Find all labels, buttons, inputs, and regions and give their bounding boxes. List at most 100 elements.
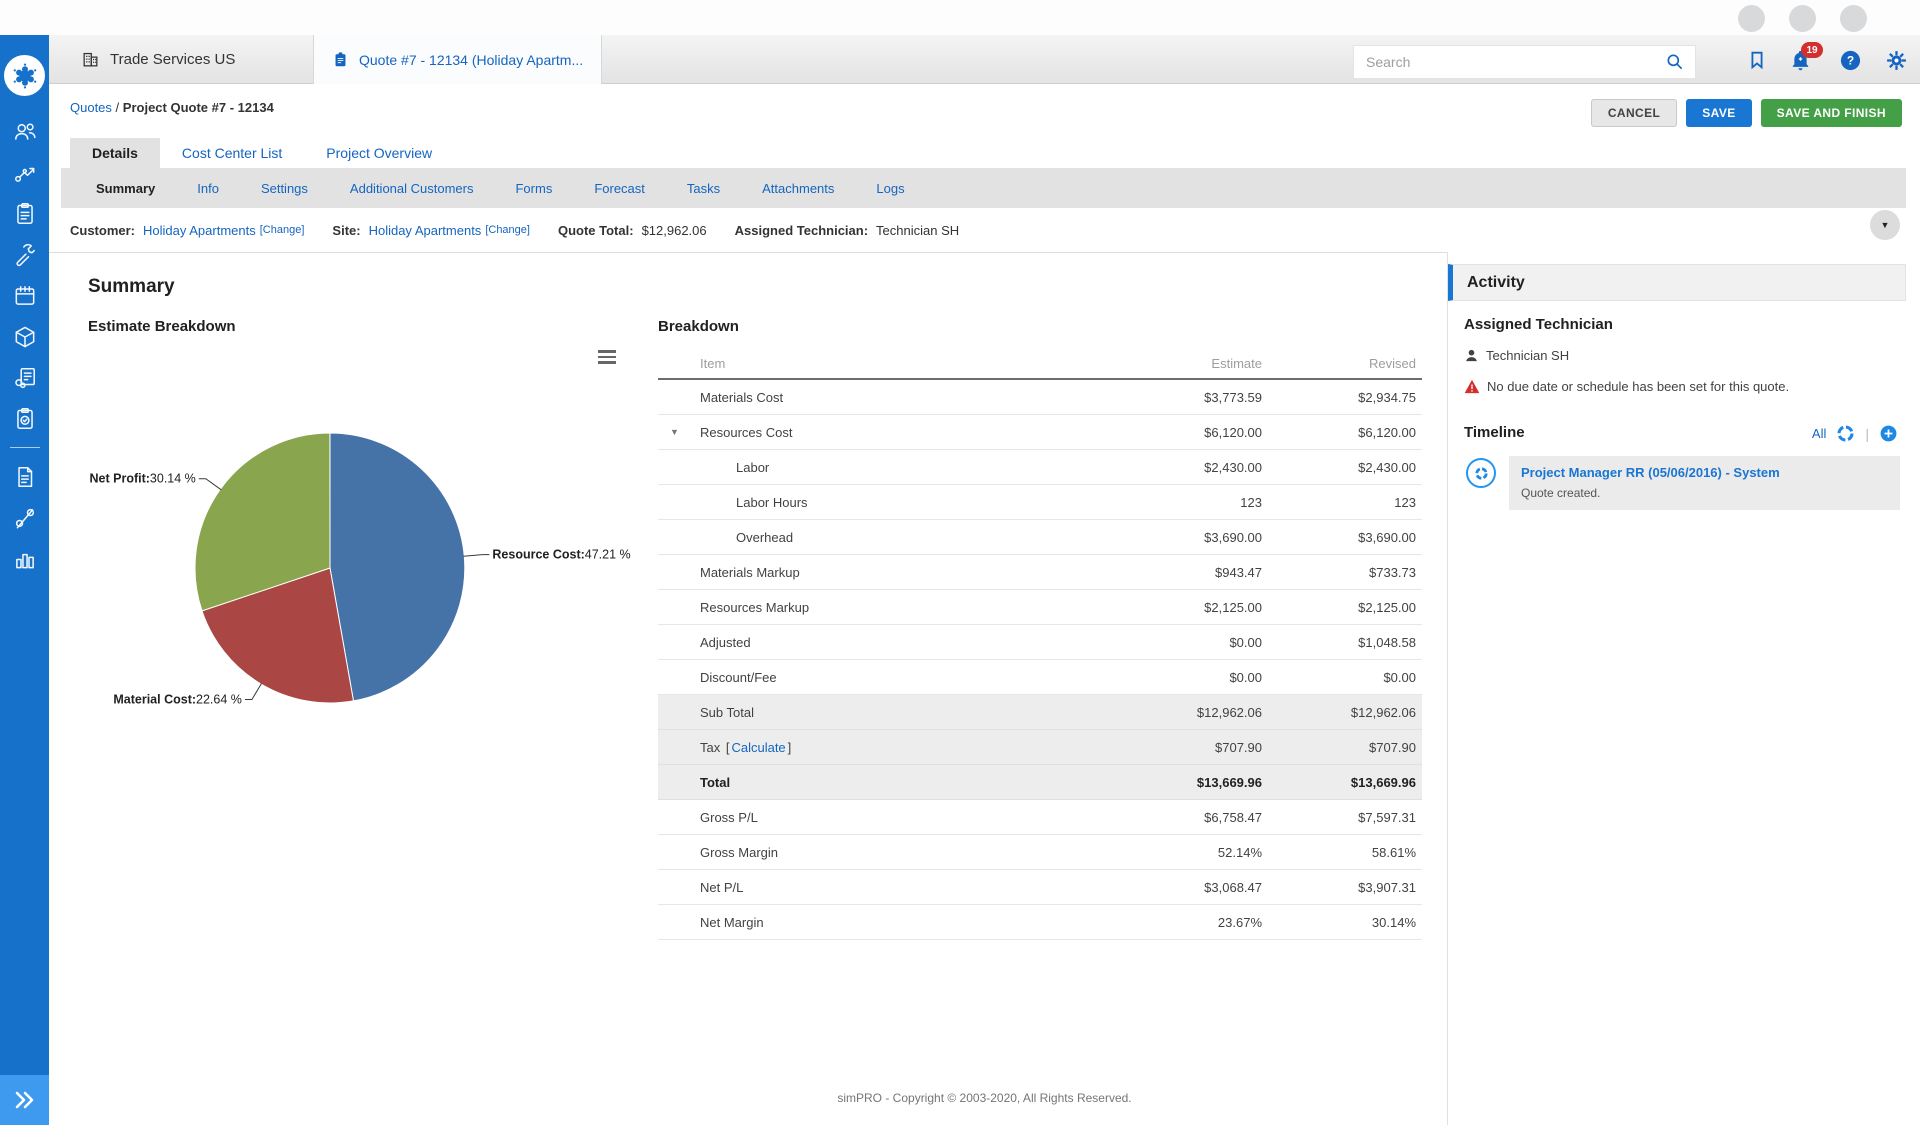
timeline-entry-title-link[interactable]: Project Manager RR (05/06/2016) - System (1521, 465, 1780, 480)
row-item-label: Labor (736, 459, 770, 475)
breakdown-section: Breakdown Item Estimate Revised Material… (658, 318, 1422, 940)
sidebar-item-reports[interactable] (0, 538, 49, 579)
window-strip (0, 0, 1920, 35)
chart-menu-icon[interactable] (598, 350, 616, 364)
sidebar-item-utilities[interactable] (0, 497, 49, 538)
timeline-entry: Project Manager RR (05/06/2016) - System… (1509, 456, 1900, 510)
row-expander-icon[interactable]: ▼ (670, 427, 679, 437)
simpro-logo-mark-icon (13, 63, 36, 88)
building-icon (83, 52, 98, 67)
table-row: Resources Markup $2,125.00 $2,125.00 (658, 590, 1422, 625)
table-row: Net P/L $3,068.47 $3,907.31 (658, 870, 1422, 905)
assigned-technician-value: Technician SH (876, 222, 960, 238)
pie-label-connector (198, 478, 222, 491)
customer-change-link[interactable]: [Change] (259, 224, 305, 236)
simpro-logo-icon[interactable] (4, 55, 45, 96)
subtab-tasks[interactable]: Tasks (686, 180, 721, 196)
collapse-panel-button[interactable]: ▼ (1870, 210, 1900, 240)
row-revised-value: $2,430.00 (1358, 459, 1416, 475)
customer-link[interactable]: Holiday Apartments (143, 222, 256, 238)
page-content: Quotes / Project Quote #7 - 12134 CANCEL… (49, 84, 1920, 1125)
action-buttons: CANCEL SAVE SAVE AND FINISH (1590, 99, 1902, 127)
table-row: ▼ Resources Cost $6,120.00 $6,120.00 (658, 415, 1422, 450)
search-icon[interactable] (1665, 52, 1685, 72)
site-link[interactable]: Holiday Apartments (368, 222, 482, 238)
sub-tabs: Summary Info Settings Additional Customers F… (61, 168, 1906, 208)
quote-total-label: Quote Total: (557, 222, 634, 238)
site-change-link[interactable]: [Change] (485, 224, 530, 236)
sidebar-expand-button[interactable] (0, 1075, 49, 1125)
tab-cost-center-list[interactable]: Cost Center List (181, 145, 283, 161)
row-revised-value: 58.61% (1371, 844, 1416, 860)
save-and-finish-button[interactable]: SAVE AND FINISH (1760, 99, 1902, 127)
top-nav: Trade Services US Quote #7 - 12134 (Holi… (49, 35, 1920, 84)
timeline-refresh-icon[interactable] (1836, 424, 1855, 443)
calculate-tax-link[interactable]: Calculate (731, 739, 786, 755)
bookmark-icon[interactable] (1746, 49, 1770, 73)
subtab-logs[interactable]: Logs (876, 180, 905, 196)
settings-gear-icon[interactable] (1885, 49, 1909, 73)
tab-details[interactable]: Details (70, 138, 160, 168)
sidebar-item-people[interactable] (0, 111, 49, 152)
timeline-all-link[interactable]: All (1811, 426, 1827, 441)
help-icon[interactable]: ? (1839, 49, 1863, 73)
row-revised-value: $13,669.96 (1350, 774, 1416, 790)
row-revised-value: $6,120.00 (1358, 424, 1416, 440)
row-item-label: Total (700, 774, 731, 790)
row-revised-value: $7,597.31 (1358, 809, 1416, 825)
breakdown-title: Breakdown (658, 318, 739, 335)
row-item-label: Materials Cost (700, 389, 784, 405)
cube-icon (15, 326, 34, 347)
breadcrumb-separator: / (115, 100, 120, 115)
search-input[interactable] (1354, 54, 1665, 70)
customer-label: Customer: (70, 222, 136, 238)
row-item-label: Labor Hours (736, 494, 808, 510)
table-row: Gross P/L $6,758.47 $7,597.31 (658, 800, 1422, 835)
breadcrumb-quotes-link[interactable]: Quotes (70, 100, 112, 115)
row-estimate-value: $2,125.00 (1204, 599, 1262, 615)
column-estimate: Estimate (1211, 356, 1262, 371)
row-revised-value: 123 (1394, 494, 1416, 510)
subtab-settings[interactable]: Settings (260, 180, 308, 196)
pie-label-material-cost: Material Cost:22.64 % (113, 693, 242, 707)
subtab-info[interactable]: Info (197, 180, 219, 196)
row-item-label: Materials Markup (700, 564, 800, 580)
main-tabs: Details Cost Center List Project Overview (70, 138, 454, 168)
timeline-add-icon[interactable] (1879, 424, 1898, 443)
sidebar-item-jobs[interactable] (0, 234, 49, 275)
sidebar-item-reports-page[interactable] (0, 456, 49, 497)
sidebar-item-leads[interactable] (0, 152, 49, 193)
pie-label-resource-cost: Resource Cost:47.21 % (492, 548, 630, 562)
document-icon (17, 466, 32, 487)
subtab-summary[interactable]: Summary (96, 180, 156, 196)
row-item-label: Tax (700, 739, 721, 755)
sidebar-item-quotes[interactable] (0, 193, 49, 234)
row-estimate-value: $3,068.47 (1204, 879, 1262, 895)
cancel-button[interactable]: CANCEL (1590, 99, 1678, 127)
timeline-node-icon[interactable] (1466, 458, 1496, 488)
row-revised-value: 30.14% (1371, 914, 1416, 930)
row-item-label: Sub Total (700, 704, 754, 720)
subtab-additional-customers[interactable]: Additional Customers (349, 180, 474, 196)
sidebar-item-projects[interactable] (0, 398, 49, 439)
pie-slice-resource-cost[interactable] (329, 432, 466, 702)
sidebar-item-invoices[interactable] (0, 357, 49, 398)
activity-header: Activity (1448, 264, 1906, 301)
site-label: Site: (332, 222, 361, 238)
quote-tab[interactable]: Quote #7 - 12134 (Holiday Apartm... (313, 35, 603, 84)
save-button[interactable]: SAVE (1686, 99, 1752, 127)
sidebar-item-materials[interactable] (0, 316, 49, 357)
table-row: Discount/Fee $0.00 $0.00 (658, 660, 1422, 695)
sidebar-item-schedule[interactable] (0, 275, 49, 316)
subtab-attachments[interactable]: Attachments (762, 180, 835, 196)
pie-label-connector (463, 554, 490, 557)
row-item-label: Discount/Fee (700, 669, 777, 685)
subtab-forecast[interactable]: Forecast (594, 180, 645, 196)
notifications-bell-icon[interactable]: 19 (1789, 42, 1823, 73)
subtab-forms[interactable]: Forms (515, 180, 553, 196)
tab-project-overview[interactable]: Project Overview (326, 145, 433, 161)
row-revised-value: $0.00 (1383, 669, 1416, 685)
column-revised: Revised (1369, 356, 1416, 371)
company-tab[interactable]: Trade Services US (63, 35, 253, 84)
